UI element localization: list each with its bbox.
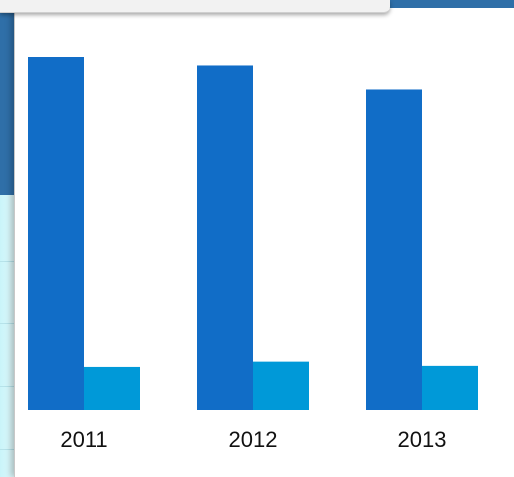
bar-2013-series-2: [422, 365, 478, 410]
x-tick-label-2012: 2012: [229, 427, 278, 452]
bar-2013-series-1: [366, 89, 422, 410]
panel-rule: [0, 323, 18, 324]
bar-2012-series-1: [197, 65, 253, 411]
panel-rule: [0, 386, 18, 387]
panel-rule: [0, 261, 18, 262]
x-tick-label-2013: 2013: [398, 427, 447, 452]
background-strip: [390, 0, 514, 8]
bar-2012-series-2: [253, 361, 309, 410]
x-tick-label-2011: 2011: [60, 427, 107, 452]
tick-labels-group: 2011 2012 2013: [60, 427, 446, 452]
bar-2011-series-1: [28, 57, 84, 410]
panel-rule: [0, 449, 18, 450]
overlapping-banner: [0, 0, 390, 13]
bar-2011-series-2: [84, 366, 140, 410]
bars-group: [28, 57, 478, 411]
